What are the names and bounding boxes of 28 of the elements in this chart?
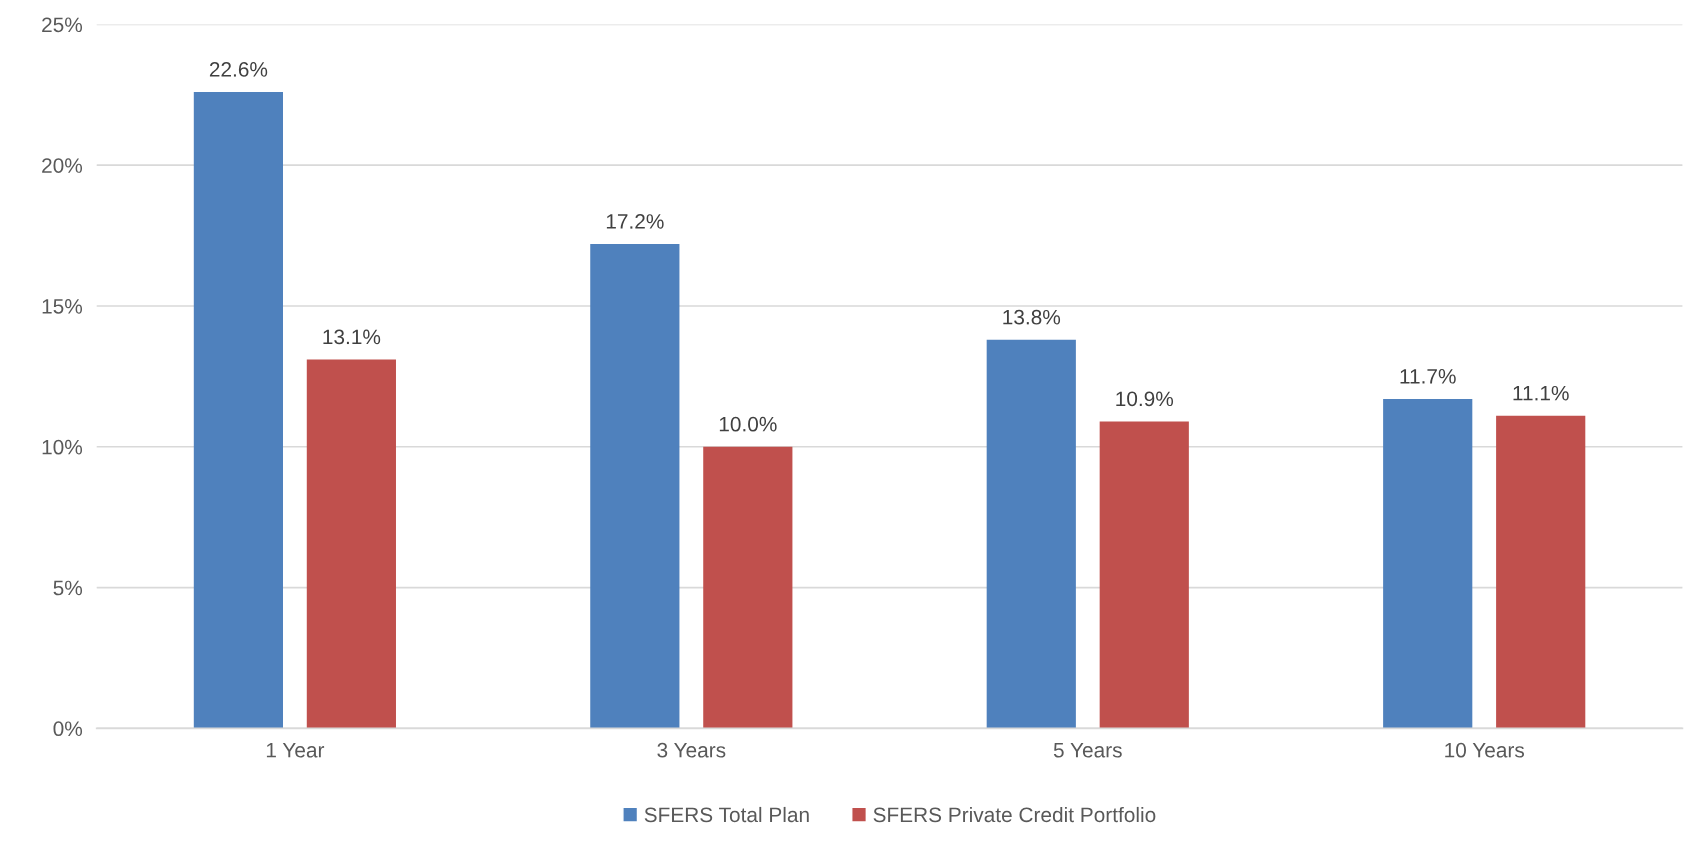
y-tick-label: 5%: [53, 580, 83, 596]
x-tick-label: 1 Year: [266, 742, 325, 758]
bar: [1496, 415, 1586, 729]
x-tick-label: 3 Years: [657, 742, 726, 758]
data-label: 10.9%: [1116, 391, 1174, 407]
data-label: 17.2%: [606, 214, 664, 229]
bar: [986, 339, 1076, 729]
y-tick-label: 10%: [42, 439, 83, 455]
bar: [590, 244, 680, 729]
data-label: 13.1%: [323, 329, 381, 345]
legend-label: SFERS Total Plan: [644, 806, 809, 823]
data-label: 10.0%: [719, 416, 777, 432]
bar: [306, 359, 396, 729]
data-label: 11.1%: [1513, 385, 1569, 401]
bar: [1383, 398, 1473, 729]
data-label: 11.7%: [1400, 369, 1456, 384]
legend-label: SFERS Private Credit Portfolio: [873, 806, 1156, 823]
x-tick-label: 5 Years: [1053, 742, 1122, 758]
y-tick-label: 20%: [42, 158, 83, 173]
data-label: 13.8%: [1003, 309, 1061, 325]
data-label: 22.6%: [209, 62, 268, 77]
y-tick-label: 0%: [53, 721, 83, 737]
y-tick-label: 25%: [42, 17, 83, 33]
x-tick-label: 10 Years: [1445, 742, 1525, 758]
bar: [193, 91, 283, 729]
bar: [703, 446, 793, 729]
y-tick-label: 15%: [42, 299, 83, 314]
bar: [1099, 421, 1189, 729]
